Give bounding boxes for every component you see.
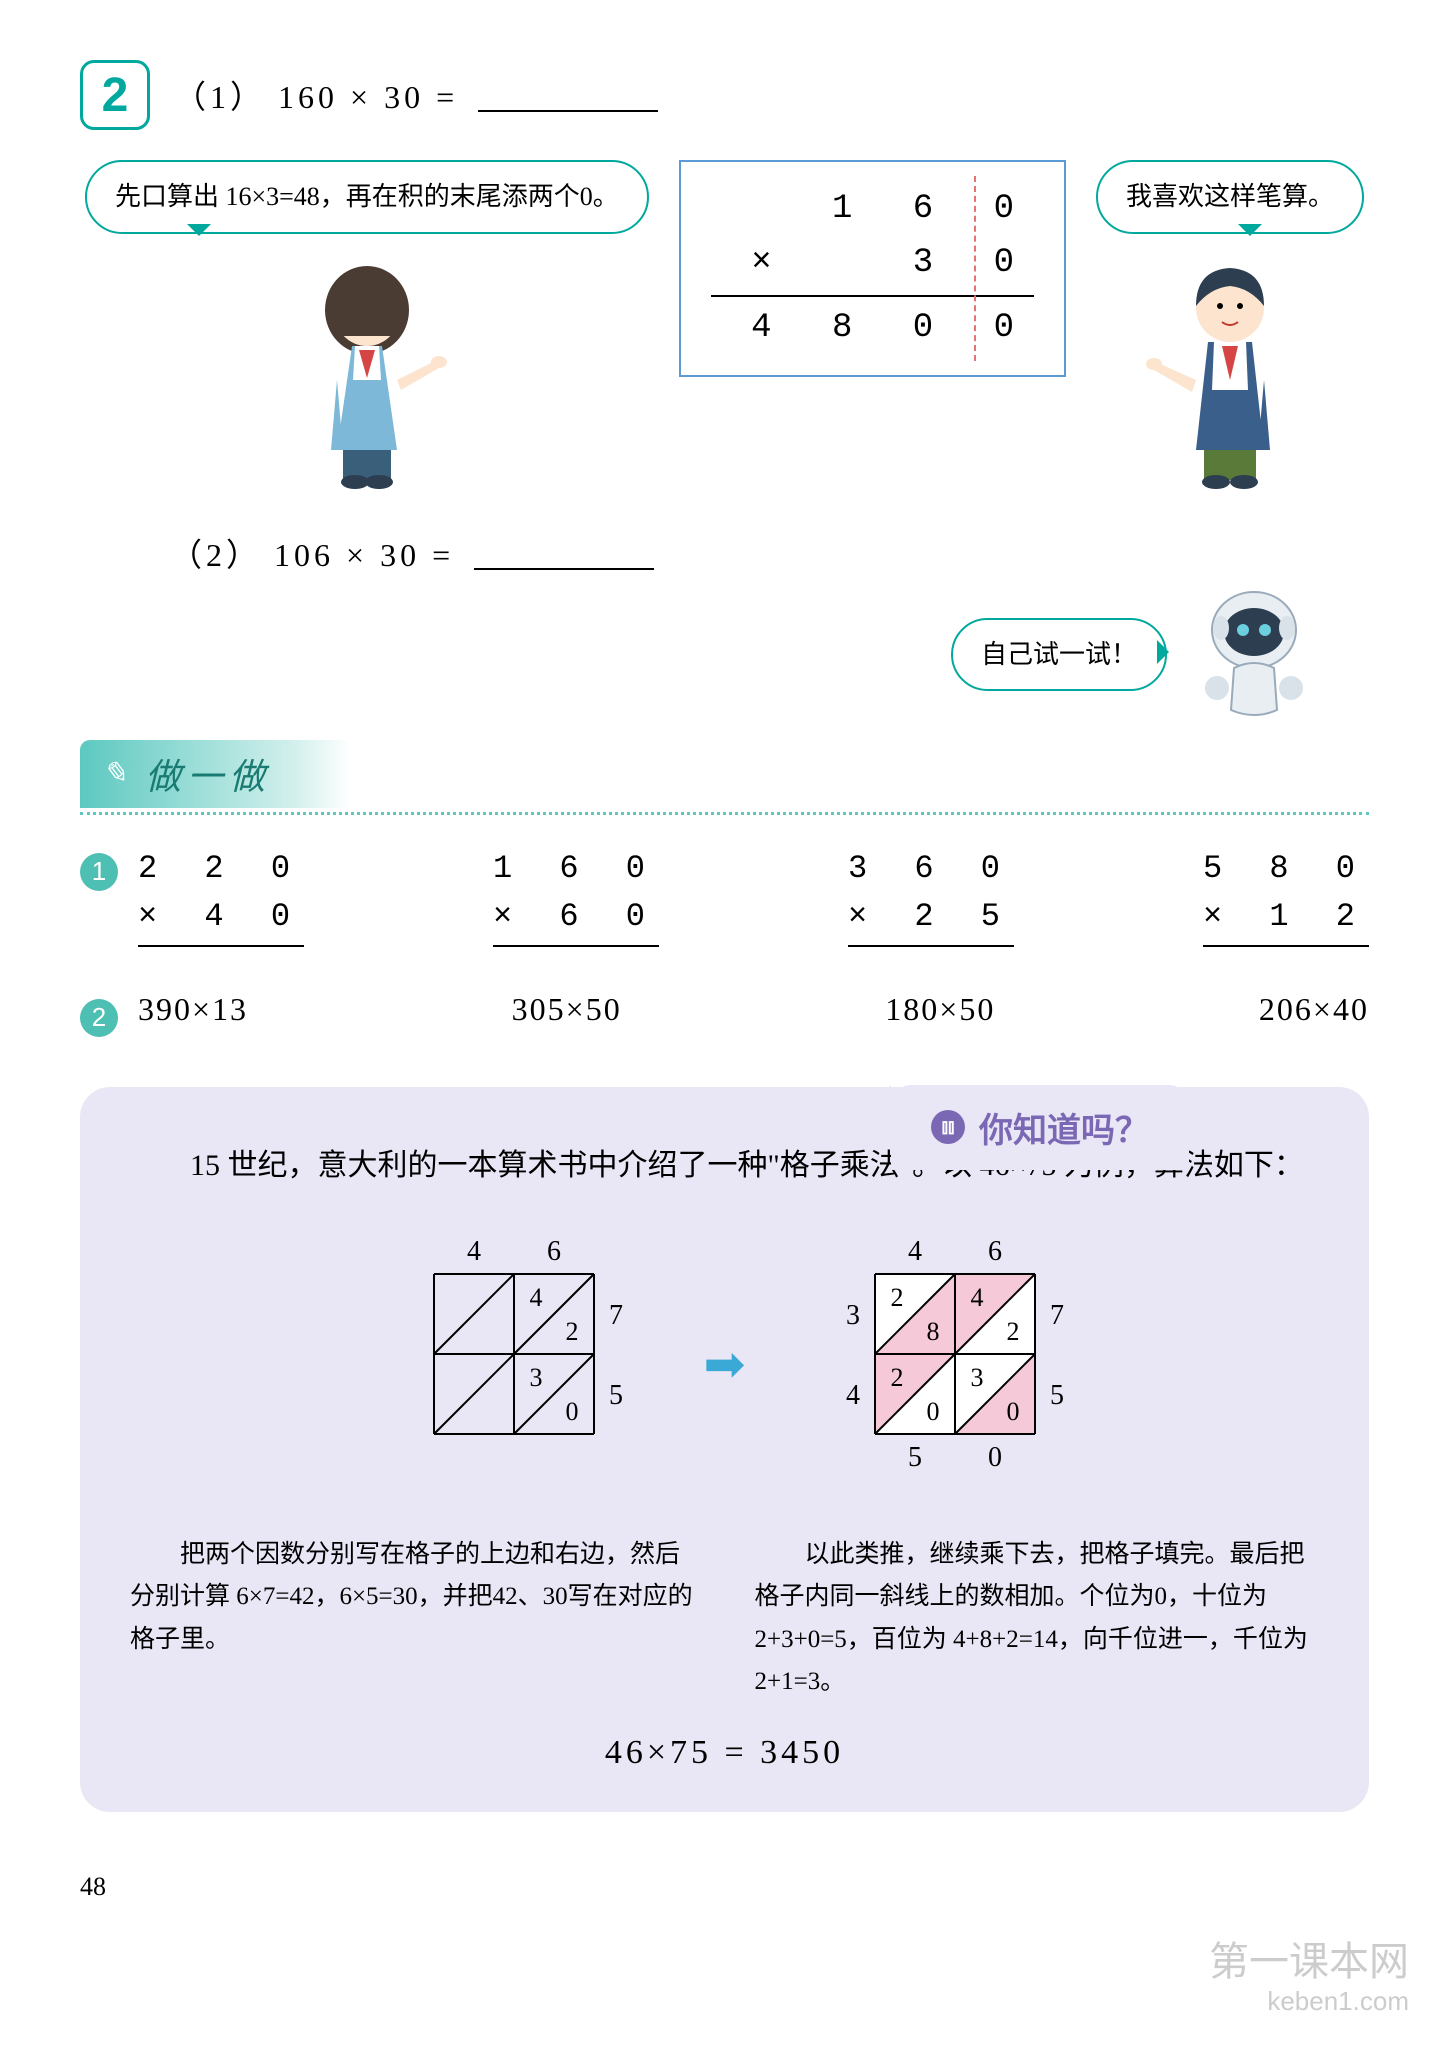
- vertical-multiplication: 2 2 0× 4 0: [138, 845, 304, 951]
- dashed-guide-line: [974, 176, 976, 361]
- boy-speech-bubble: 我喜欢这样笔算。: [1096, 160, 1364, 234]
- bar-chart-icon: ⫾⫾: [931, 1110, 965, 1144]
- svg-text:7: 7: [1050, 1300, 1064, 1331]
- svg-text:0: 0: [988, 1442, 1002, 1473]
- svg-text:7: 7: [609, 1300, 623, 1331]
- exercise-row-2: 2 390×13 305×50 180×50 206×40: [80, 991, 1369, 1037]
- dotted-divider: [80, 812, 1369, 815]
- watermark-en: keben1.com: [1209, 1986, 1409, 2017]
- lattice-diagram-1: 46754230: [364, 1224, 644, 1504]
- watermark-cn: 第一课本网: [1209, 1938, 1409, 1986]
- svg-text:0: 0: [1007, 1397, 1020, 1426]
- exercise-badge-2: 2: [80, 999, 118, 1037]
- pencil-icon: ✎: [102, 756, 133, 791]
- answer-blank-2[interactable]: [474, 566, 654, 570]
- svg-text:0: 0: [565, 1397, 578, 1426]
- girl-illustration: [267, 250, 467, 490]
- inline-multiplication: 206×40: [1259, 991, 1369, 1028]
- problem-2-part1: （1） 160 × 30 =: [174, 72, 658, 118]
- boy-column: 我喜欢这样笔算。: [1096, 160, 1364, 490]
- problem-2-header: 2 （1） 160 × 30 =: [80, 60, 1369, 130]
- exercise-2-grid: 390×13 305×50 180×50 206×40: [138, 991, 1369, 1028]
- inline-multiplication: 180×50: [885, 991, 995, 1028]
- answer-blank-1[interactable]: [478, 108, 658, 112]
- calc-row-2: × 3 0: [711, 236, 1034, 290]
- calc-row-1: 1 6 0: [711, 182, 1034, 236]
- robot-illustration: [1179, 580, 1329, 730]
- svg-text:2: 2: [891, 1363, 904, 1392]
- girl-speech-bubble: 先口算出 16×3=48，再在积的末尾添两个0。: [85, 160, 649, 234]
- calc-rule: [711, 295, 1034, 297]
- boy-illustration: [1130, 250, 1330, 490]
- svg-text:5: 5: [1050, 1380, 1064, 1411]
- svg-text:5: 5: [609, 1380, 623, 1411]
- svg-text:3: 3: [971, 1363, 984, 1392]
- svg-text:4: 4: [908, 1236, 922, 1267]
- problem-number-box: 2: [80, 60, 150, 130]
- svg-text:4: 4: [846, 1380, 860, 1411]
- robot-scene: 自己试一试！: [80, 580, 1369, 730]
- did-you-know-tab: ⫾⫾ 你知道吗？: [891, 1085, 1189, 1170]
- part2-expr: 106 × 30 =: [274, 537, 454, 573]
- lattice-diagram-2: 4675345028422030: [805, 1224, 1085, 1504]
- exercise-badge-1: 1: [80, 853, 118, 891]
- part2-label: （2）: [170, 537, 262, 573]
- svg-text:0: 0: [927, 1397, 940, 1426]
- svg-text:2: 2: [565, 1317, 578, 1346]
- svg-text:6: 6: [547, 1236, 561, 1267]
- did-you-know-panel: ⫾⫾ 你知道吗？ 15 世纪，意大利的一本算术书中介绍了一种"格子乘法"。以 4…: [80, 1087, 1369, 1812]
- calc-row-3: 4 8 0 0: [711, 301, 1034, 355]
- exercise-1-grid: 2 2 0× 4 0 1 6 0× 6 0 3 6 0× 2 5 5 8 0× 1 2: [138, 845, 1369, 951]
- exercise-row-1: 1 2 2 0× 4 0 1 6 0× 6 0 3 6 0× 2 5 5 8 0× 1…: [80, 845, 1369, 951]
- part1-expr: 160 × 30 =: [278, 79, 458, 115]
- did-you-know-title: 你知道吗？: [979, 1103, 1149, 1152]
- problem-2-part2: （2） 106 × 30 =: [170, 530, 1369, 576]
- watermark: 第一课本网 keben1.com: [1209, 1938, 1409, 2017]
- svg-text:3: 3: [529, 1363, 542, 1392]
- explanation-row: 把两个因数分别写在格子的上边和右边，然后分别计算 6×7=42，6×5=30，并…: [130, 1534, 1319, 1704]
- final-equation: 46×75 = 3450: [130, 1734, 1319, 1772]
- svg-text:2: 2: [891, 1283, 904, 1312]
- inline-multiplication: 305×50: [512, 991, 622, 1028]
- svg-text:4: 4: [971, 1283, 984, 1312]
- svg-text:5: 5: [908, 1442, 922, 1473]
- svg-text:8: 8: [927, 1317, 940, 1346]
- svg-text:4: 4: [467, 1236, 481, 1267]
- svg-text:6: 6: [988, 1236, 1002, 1267]
- vertical-calculation-box: 1 6 0 × 3 0 4 8 0 0: [679, 160, 1066, 377]
- svg-text:4: 4: [529, 1283, 542, 1312]
- vertical-multiplication: 3 6 0× 2 5: [848, 845, 1014, 951]
- girl-column: 先口算出 16×3=48，再在积的末尾添两个0。: [85, 160, 649, 490]
- vertical-multiplication: 5 8 0× 1 2: [1203, 845, 1369, 951]
- explanation-left: 把两个因数分别写在格子的上边和右边，然后分别计算 6×7=42，6×5=30，并…: [130, 1534, 695, 1704]
- explanation-right: 以此类推，继续乘下去，把格子填完。最后把格子内同一斜线上的数相加。个位为0，十位…: [755, 1534, 1320, 1704]
- svg-text:3: 3: [846, 1300, 860, 1331]
- robot-speech-bubble: 自己试一试！: [951, 618, 1167, 692]
- illustration-scene-1: 先口算出 16×3=48，再在积的末尾添两个0。 1 6 0 × 3 0 4 8…: [80, 160, 1369, 490]
- svg-text:2: 2: [1007, 1317, 1020, 1346]
- inline-multiplication: 390×13: [138, 991, 248, 1028]
- part1-label: （1）: [174, 79, 266, 115]
- lattice-diagrams-row: 46754230 ➡ 4675345028422030: [130, 1224, 1319, 1504]
- arrow-icon: ➡: [704, 1335, 746, 1393]
- page-number: 48: [80, 1872, 1369, 1902]
- try-it-tab: ✎ 做一做: [80, 740, 351, 808]
- try-it-title: 做一做: [145, 748, 271, 800]
- try-it-header: ✎ 做一做: [80, 740, 1369, 808]
- vertical-multiplication: 1 6 0× 6 0: [493, 845, 659, 951]
